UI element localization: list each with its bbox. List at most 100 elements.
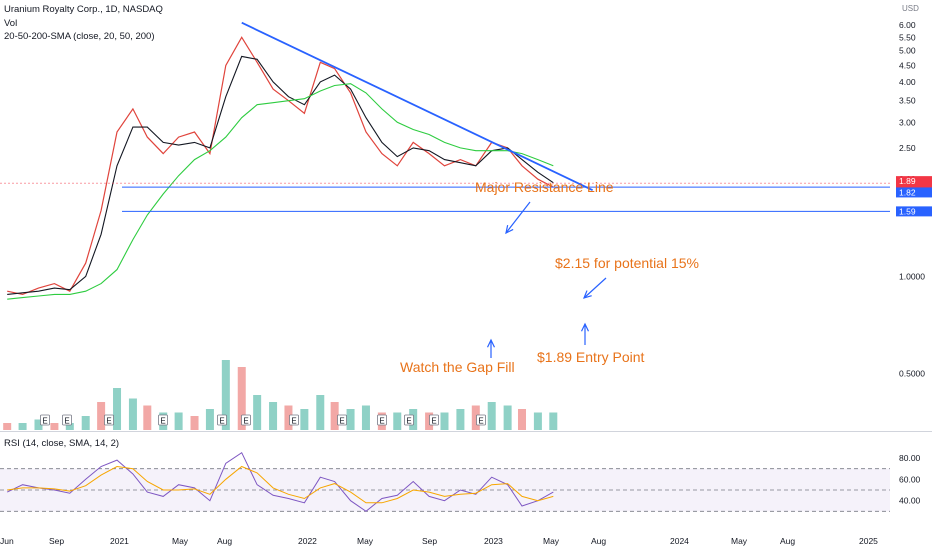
earnings-marker — [104, 414, 114, 426]
volume-legend: Vol — [4, 18, 18, 29]
arrow-line — [583, 277, 607, 299]
price-label: 1.59 — [899, 206, 916, 216]
volume-bar — [549, 412, 558, 430]
time-tick-label: May — [357, 536, 374, 546]
price-tick-label: 5.50 — [899, 32, 916, 42]
volume-bar — [330, 402, 339, 430]
arrow-head — [582, 290, 592, 299]
volume-bar — [34, 419, 43, 430]
time-tick-label: May — [543, 536, 560, 546]
arrow-head — [486, 338, 496, 348]
arrow-head — [580, 322, 590, 332]
volume-bar — [97, 402, 106, 430]
rsi-legend: RSI (14, close, SMA, 14, 2) — [4, 438, 120, 449]
rsi-tick-label: 40.00 — [899, 496, 921, 506]
earnings-marker-label: E — [291, 417, 296, 426]
earnings-marker-label: E — [106, 417, 111, 426]
price-tick-label: 4.50 — [899, 60, 916, 70]
volume-bar — [393, 412, 402, 430]
volume-bar — [3, 423, 12, 430]
time-tick-label: Sep — [49, 536, 64, 546]
volume-bar — [221, 360, 230, 430]
earnings-marker — [337, 414, 347, 426]
volume-bar — [113, 388, 122, 430]
rsi-series-sma — [7, 465, 554, 504]
currency-label: USD — [902, 4, 919, 13]
earnings-marker — [40, 414, 50, 426]
volume-bar — [316, 395, 325, 430]
annotation-text: Major Resistance Line — [475, 179, 614, 195]
volume-bar — [143, 405, 152, 430]
earnings-marker — [62, 414, 72, 426]
price-tick-label: 1.0000 — [899, 271, 925, 281]
earnings-marker-label: E — [64, 417, 69, 426]
volume-bar — [190, 416, 199, 430]
volume-bar — [237, 367, 246, 430]
earnings-marker — [476, 414, 486, 426]
series-line-20 — [7, 55, 554, 295]
arrow-head — [505, 225, 514, 235]
volume-bar — [440, 412, 449, 430]
price-tick-label: 5.00 — [899, 46, 916, 56]
time-axis[interactable]: Jun Sep 2021 May Aug 2022 May Sep 2023 May Aug 2024… — [0, 536, 878, 546]
earnings-marker-label: E — [160, 417, 165, 426]
time-tick-label: 2024 — [670, 536, 689, 546]
volume-bar — [487, 402, 496, 430]
volume-bar — [300, 409, 309, 430]
time-tick-label: Jun — [0, 536, 14, 546]
earnings-marker — [429, 414, 439, 426]
rsi-axis[interactable]: 80.00 60.00 40.00 — [899, 453, 921, 506]
rsi-tick-label: 60.00 — [899, 474, 921, 484]
rsi-tick-label: 80.00 — [899, 453, 921, 463]
series-line-close — [7, 36, 554, 296]
earnings-marker — [289, 414, 299, 426]
price-label-bg — [896, 187, 932, 198]
volume-bar — [174, 412, 183, 430]
volume-bar — [533, 412, 542, 430]
volume-bar — [517, 409, 526, 430]
volume-bar — [361, 405, 370, 430]
price-tick-label: 4.00 — [899, 77, 916, 87]
time-tick-label: Aug — [780, 536, 795, 546]
resistance-trendline — [241, 21, 593, 191]
annotations: Major Resistance Line $2.15 for potential… — [400, 179, 699, 375]
earnings-marker-label: E — [406, 417, 411, 426]
rsi-pane — [0, 451, 890, 512]
time-tick-label: Aug — [217, 536, 232, 546]
time-tick-label: 2021 — [110, 536, 129, 546]
price-series — [7, 36, 554, 300]
time-tick-label: Aug — [591, 536, 606, 546]
earnings-marker-label: E — [243, 417, 248, 426]
pane-separator[interactable] — [0, 431, 932, 432]
volume-bar — [284, 405, 293, 430]
earnings-marker — [404, 414, 414, 426]
earnings-marker-label: E — [219, 417, 224, 426]
earnings-marker-label: E — [431, 417, 436, 426]
volume-bar — [456, 409, 465, 430]
rsi-series-rsi — [6, 451, 554, 512]
price-labels: 1.8905:51:231.821.59 — [896, 176, 932, 217]
price-label: 1.89 — [899, 176, 916, 186]
volume-bar — [346, 409, 355, 430]
volume-bar — [65, 423, 74, 430]
trendline — [241, 21, 593, 191]
price-tick-label: 6.00 — [899, 20, 916, 30]
earnings-marker-label: E — [379, 417, 384, 426]
volume-bar — [253, 395, 262, 430]
earnings-marker — [158, 414, 168, 426]
time-tick-label: 2023 — [484, 536, 503, 546]
volume-bar — [503, 405, 512, 430]
annotation-text: Watch the Gap Fill — [400, 359, 515, 375]
time-tick-label: 2022 — [298, 536, 317, 546]
price-levels — [0, 182, 890, 212]
earnings-marker — [377, 414, 387, 426]
volume-bar — [128, 398, 137, 430]
price-tick-label: 0.5000 — [899, 369, 925, 379]
price-tick-label: 3.50 — [899, 96, 916, 106]
series-line-200 — [7, 83, 554, 300]
volume-bar — [425, 412, 434, 430]
price-tick-label: 2.50 — [899, 143, 916, 153]
time-tick-label: Sep — [422, 536, 437, 546]
